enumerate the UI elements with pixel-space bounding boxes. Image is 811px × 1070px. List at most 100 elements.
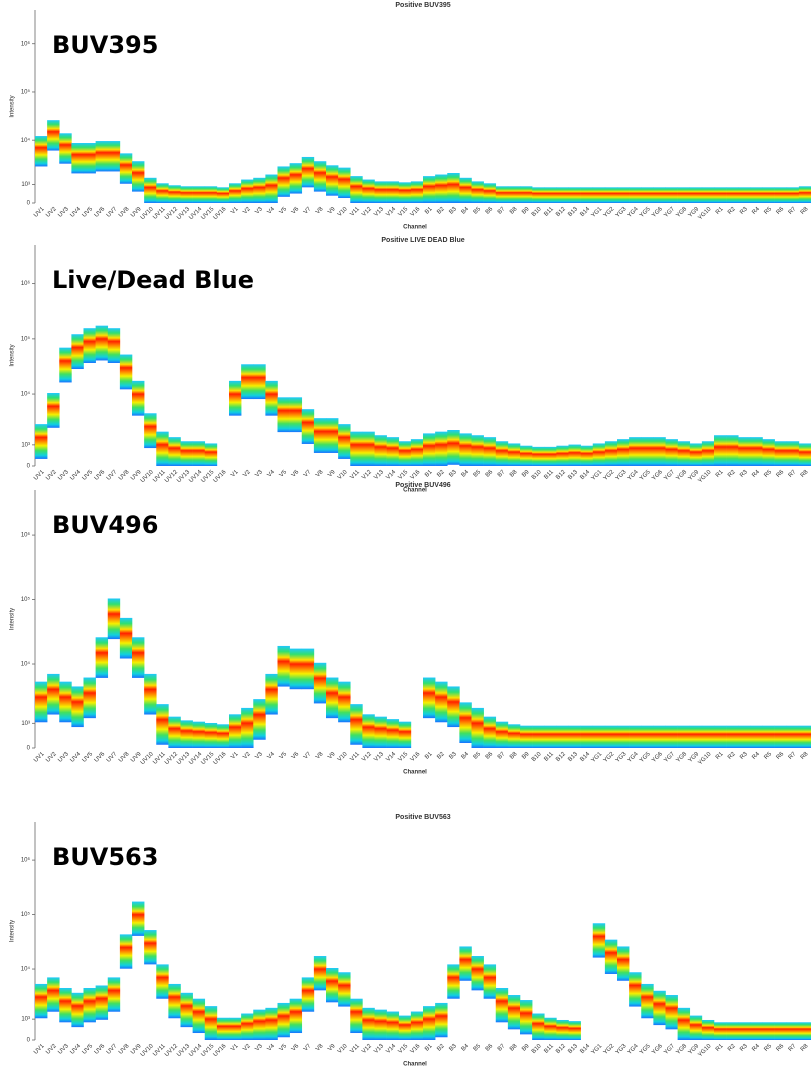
y-tick-label: 10³: [21, 442, 30, 448]
x-tick-label: UV10: [140, 469, 155, 484]
x-tick-label: R3: [739, 1043, 749, 1053]
channel-band: [471, 181, 484, 203]
channel-band: [459, 702, 472, 744]
channel-band: [677, 1007, 691, 1040]
channel-band: [689, 187, 703, 203]
channel-band: [386, 1011, 400, 1040]
channel-band: [762, 725, 775, 748]
x-tick-label: V2: [242, 206, 252, 216]
x-tick-label: V11: [349, 206, 361, 218]
channel-band: [410, 439, 424, 466]
channel-band: [604, 939, 618, 974]
x-tick-label: YG1: [591, 1043, 604, 1056]
channel-band: [132, 380, 145, 416]
channel-band: [471, 435, 484, 466]
x-tick-label: B4: [461, 751, 471, 761]
channel-band: [689, 1015, 703, 1040]
channel-band: [568, 444, 581, 466]
x-tick-label: YG10: [697, 206, 713, 222]
channel-band: [592, 443, 606, 466]
x-tick-label: UV2: [45, 469, 58, 482]
channel-band: [665, 995, 678, 1030]
channel-band: [689, 443, 703, 466]
x-tick-label: UV8: [118, 469, 131, 482]
channel-band: [216, 724, 230, 748]
x-tick-label: YG1: [591, 751, 604, 764]
x-tick-label: R1: [715, 1043, 725, 1053]
x-tick-label: YG8: [675, 469, 688, 482]
x-tick-label: B13: [567, 206, 579, 218]
channel-band: [592, 725, 606, 748]
channel-band: [156, 964, 169, 999]
x-tick-label: UV3: [57, 751, 70, 764]
x-tick-label: V3: [254, 751, 264, 761]
x-tick-label: YG2: [603, 469, 616, 482]
channel-band: [398, 1015, 412, 1040]
y-tick-label: 10³: [21, 182, 30, 188]
channel-band: [59, 347, 72, 383]
channel-band: [253, 177, 266, 203]
channel-band: [253, 699, 266, 740]
x-tick-label: B7: [497, 469, 507, 479]
channel-band: [277, 166, 290, 197]
channel-band: [386, 719, 400, 748]
y-axis-label: Intensity: [10, 95, 16, 117]
channel-band: [507, 186, 521, 203]
channel-band: [641, 725, 654, 748]
x-tick-label: B3: [448, 469, 458, 479]
channel-band: [798, 1022, 811, 1040]
channel-band: [544, 187, 557, 203]
channel-band: [520, 1000, 533, 1035]
x-tick-label: B11: [543, 1043, 555, 1055]
y-tick-label: 10⁶: [21, 532, 31, 539]
x-tick-label: V6: [291, 469, 301, 479]
channel-band: [204, 722, 218, 748]
x-tick-label: UV16: [213, 1043, 228, 1058]
x-tick-label: V7: [303, 469, 313, 479]
x-tick-label: V11: [349, 469, 361, 481]
chart-title: Positive BUV563: [395, 814, 450, 821]
channel-band: [241, 1013, 254, 1040]
channel-band: [313, 418, 327, 453]
x-tick-label: V13: [373, 751, 385, 763]
y-axis-label: Intensity: [10, 608, 16, 630]
x-tick-label: YG8: [675, 206, 688, 219]
x-tick-label: UV2: [45, 751, 58, 764]
channel-band: [714, 1022, 727, 1040]
x-tick-label: YG5: [639, 751, 652, 764]
x-tick-label: B5: [473, 1043, 483, 1053]
x-tick-label: R8: [800, 1043, 810, 1053]
x-tick-label: UV8: [118, 206, 131, 219]
x-tick-label: V11: [349, 751, 361, 763]
channel-band: [132, 161, 145, 192]
channel-band: [398, 182, 412, 203]
channel-band: [774, 441, 788, 466]
channel-band: [289, 648, 303, 690]
x-tick-label: V13: [373, 1043, 385, 1055]
channel-band: [641, 983, 654, 1019]
x-tick-label: V10: [337, 206, 349, 218]
channel-band: [665, 725, 678, 748]
channel-band: [83, 987, 96, 1023]
channel-band: [798, 443, 811, 466]
x-tick-label: UV5: [82, 1043, 95, 1056]
x-tick-label: V7: [303, 751, 313, 761]
x-tick-label: V5: [279, 751, 289, 761]
channel-band: [762, 439, 775, 466]
y-tick-label: 10⁴: [21, 137, 31, 144]
channel-band: [301, 409, 315, 444]
channel-band: [714, 187, 727, 203]
channel-band: [35, 983, 48, 1019]
x-tick-label: R6: [776, 469, 786, 479]
x-tick-label: R5: [763, 1043, 773, 1053]
x-tick-label: V15: [398, 206, 410, 218]
x-tick-label: B8: [509, 206, 519, 216]
channel-band: [119, 617, 133, 659]
x-tick-label: B12: [555, 751, 567, 763]
x-tick-label: V4: [267, 206, 277, 216]
x-tick-label: R1: [715, 751, 725, 761]
x-tick-label: YG6: [651, 751, 664, 764]
x-tick-label: B13: [567, 1043, 579, 1055]
channel-band: [47, 977, 60, 1012]
channel-band: [714, 435, 727, 466]
